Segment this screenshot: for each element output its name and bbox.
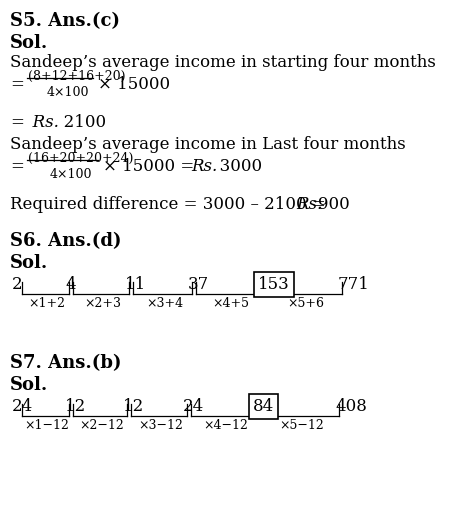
- Text: S7. Ans.(b): S7. Ans.(b): [10, 354, 121, 372]
- Text: 12: 12: [123, 398, 144, 415]
- Text: ×4−12: ×4−12: [203, 419, 248, 432]
- Text: S6. Ans.(d): S6. Ans.(d): [10, 232, 121, 250]
- Text: 84: 84: [252, 398, 274, 415]
- Text: Rs.: Rs.: [24, 114, 59, 131]
- Text: 771: 771: [337, 276, 369, 293]
- Text: 2100: 2100: [55, 114, 106, 131]
- Text: 2: 2: [12, 276, 22, 293]
- Text: 37: 37: [188, 276, 209, 293]
- Text: ×3+4: ×3+4: [146, 297, 183, 310]
- Text: (8+12+16+20): (8+12+16+20): [28, 70, 125, 83]
- Text: ×1−12: ×1−12: [24, 419, 69, 432]
- Text: Sol.: Sol.: [10, 376, 48, 394]
- Text: 24: 24: [12, 398, 33, 415]
- Text: 12: 12: [65, 398, 86, 415]
- Text: ×1+2: ×1+2: [28, 297, 65, 310]
- Text: 900: 900: [317, 196, 349, 213]
- Text: 4: 4: [65, 276, 76, 293]
- Text: (16+20+20+24): (16+20+20+24): [28, 152, 133, 165]
- Text: 408: 408: [334, 398, 366, 415]
- Text: 11: 11: [125, 276, 146, 293]
- Text: Rs.: Rs.: [190, 158, 217, 175]
- Text: =: =: [10, 114, 24, 131]
- Text: × 15000: × 15000: [98, 76, 169, 93]
- Text: Required difference = 3000 – 2100 =: Required difference = 3000 – 2100 =: [10, 196, 330, 213]
- Text: Sol.: Sol.: [10, 34, 48, 52]
- Text: ×5−12: ×5−12: [279, 419, 324, 432]
- Text: =: =: [10, 76, 24, 93]
- Text: 3000: 3000: [210, 158, 261, 175]
- Text: 24: 24: [183, 398, 204, 415]
- Text: × 15000 =: × 15000 =: [103, 158, 199, 175]
- Text: ×2−12: ×2−12: [79, 419, 124, 432]
- Text: ×5+6: ×5+6: [287, 297, 324, 310]
- Text: ×4+5: ×4+5: [212, 297, 249, 310]
- Text: ×2+3: ×2+3: [84, 297, 121, 310]
- Text: Sandeep’s average income in Last four months: Sandeep’s average income in Last four mo…: [10, 136, 405, 153]
- Text: 4×100: 4×100: [49, 168, 91, 181]
- Text: ×3−12: ×3−12: [138, 419, 183, 432]
- Text: Sandeep’s average income in starting four months: Sandeep’s average income in starting fou…: [10, 54, 435, 71]
- Text: =: =: [10, 158, 24, 175]
- Text: 4×100: 4×100: [47, 86, 89, 99]
- Text: 153: 153: [258, 276, 289, 293]
- Text: S5. Ans.(c): S5. Ans.(c): [10, 12, 120, 30]
- Text: Sol.: Sol.: [10, 254, 48, 272]
- Text: Rs.: Rs.: [296, 196, 322, 213]
